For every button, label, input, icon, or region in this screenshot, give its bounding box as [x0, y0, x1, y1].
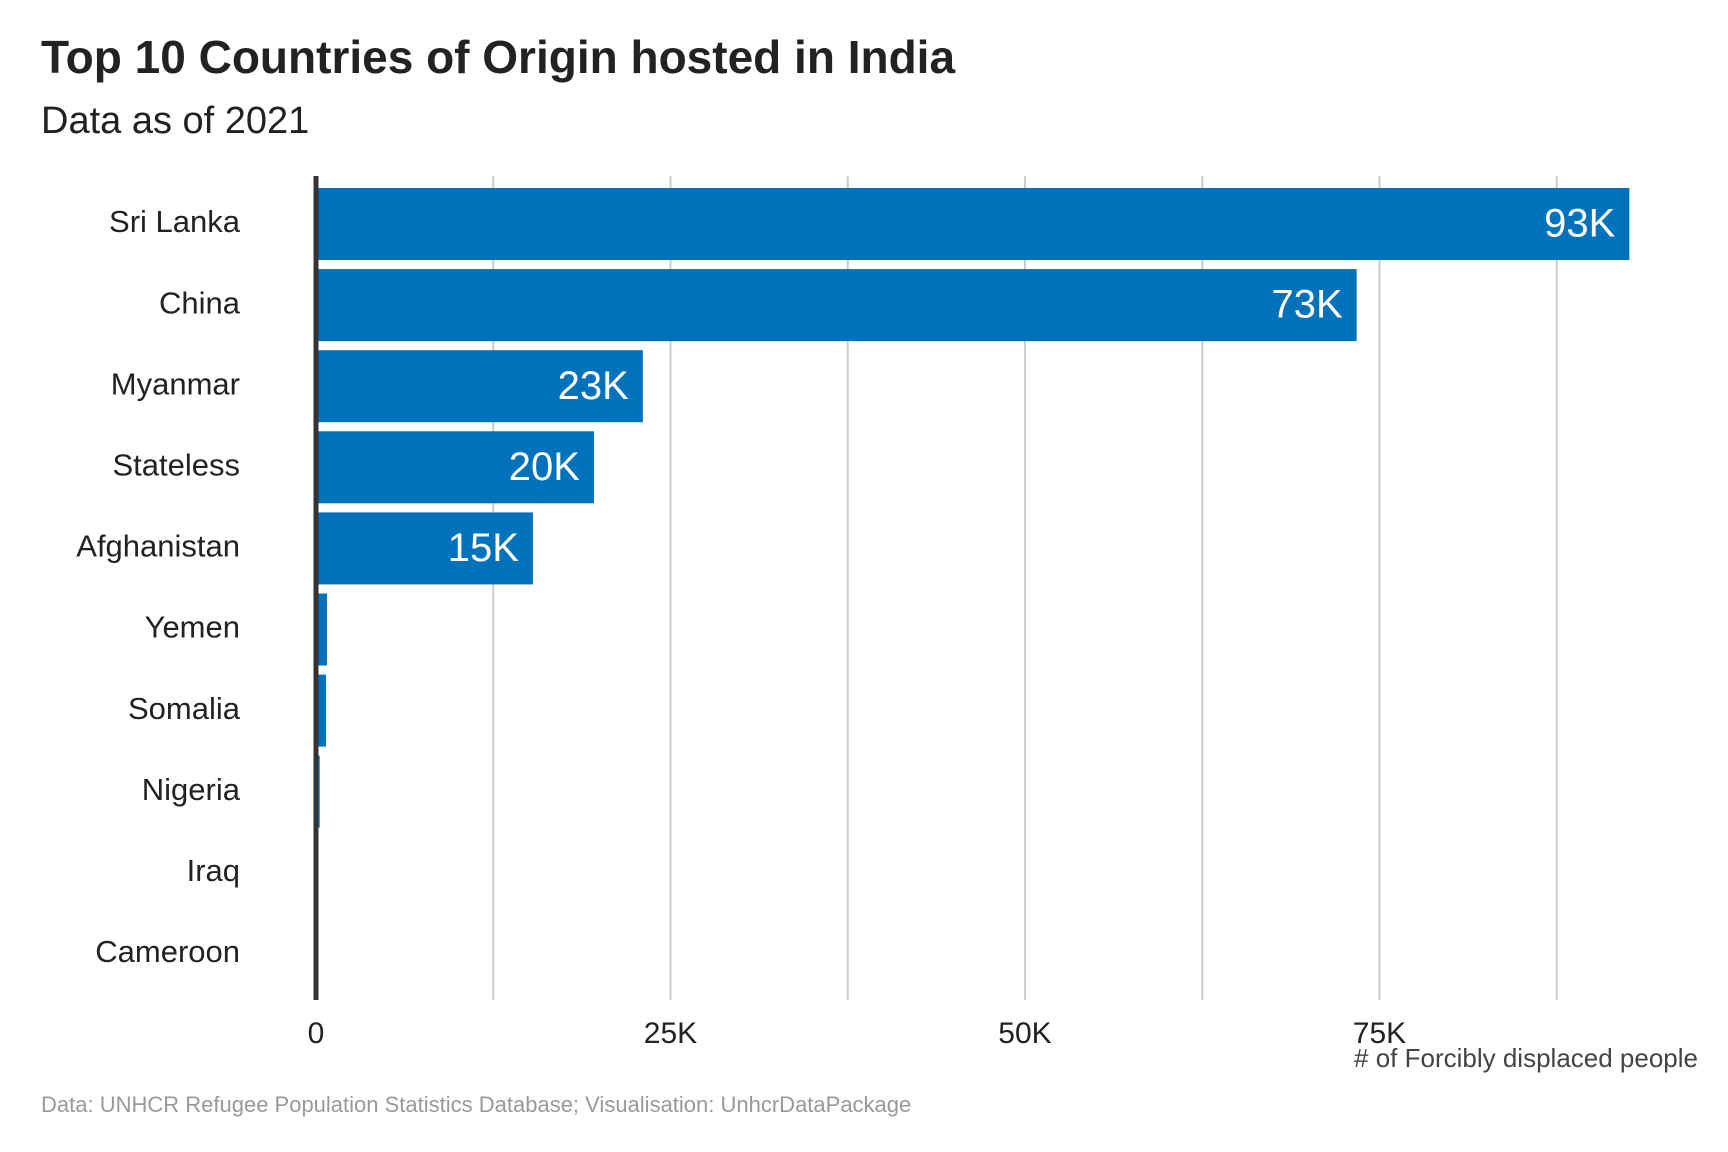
category-label: Iraq	[187, 853, 240, 888]
data-label: 93K	[1544, 202, 1615, 246]
data-label: 73K	[1271, 283, 1342, 327]
bar-yemen	[316, 593, 328, 666]
data-label: 23K	[558, 364, 629, 408]
category-label: Sri Lanka	[109, 204, 241, 239]
chart-title: Top 10 Countries of Origin hosted in Ind…	[41, 31, 956, 83]
bar-china	[316, 269, 1357, 342]
bar-myanmar	[316, 350, 643, 423]
category-label: Nigeria	[142, 772, 241, 807]
category-label: Somalia	[128, 691, 241, 726]
category-label: Yemen	[145, 610, 240, 645]
data-label: 20K	[509, 445, 580, 489]
category-label: Myanmar	[111, 366, 240, 401]
chart-caption: Data: UNHCR Refugee Population Statistic…	[41, 1092, 912, 1117]
category-label: Afghanistan	[76, 529, 240, 564]
bar-sri-lanka	[316, 188, 1630, 260]
category-label: Stateless	[112, 447, 240, 482]
data-label: 15K	[448, 526, 519, 570]
x-tick-label: 0	[308, 1017, 325, 1050]
category-label: China	[159, 285, 241, 320]
bar-somalia	[316, 674, 326, 747]
chart-subtitle: Data as of 2021	[41, 100, 310, 142]
bar-afghanistan	[316, 512, 533, 585]
category-label: Cameroon	[95, 934, 240, 969]
bar-stateless	[316, 431, 594, 504]
x-tick-label: 75K	[1353, 1017, 1406, 1050]
x-axis-title: # of Forcibly displaced people	[1354, 1043, 1698, 1073]
x-tick-label: 25K	[644, 1017, 697, 1050]
x-tick-label: 50K	[998, 1017, 1051, 1050]
